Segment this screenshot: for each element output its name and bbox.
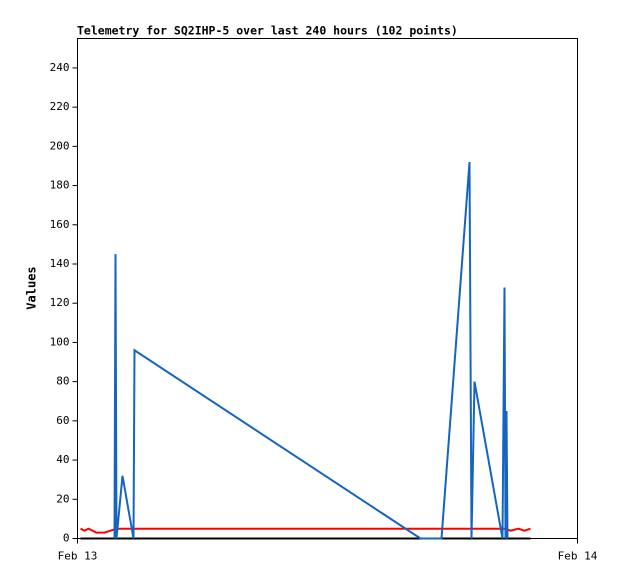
y-tick-label: 140 <box>50 257 70 270</box>
y-tick-label: 100 <box>50 335 70 348</box>
y-tick-label: 80 <box>56 375 69 388</box>
series-line <box>80 527 531 534</box>
x-tick-label: Feb 13 <box>58 550 98 563</box>
y-tick-label: 0 <box>63 532 70 545</box>
y-axis-label: Values <box>25 266 39 309</box>
y-tick-label: 120 <box>50 296 70 309</box>
x-tick-label: Feb 14 <box>558 550 598 563</box>
y-tick-label: 60 <box>56 414 69 427</box>
series-line <box>113 161 509 540</box>
y-tick-label: 40 <box>56 453 69 466</box>
y-tick-label: 160 <box>50 218 70 231</box>
y-tick-label: 20 <box>56 492 69 505</box>
chart-title: Telemetry for SQ2IHP-5 over last 240 hou… <box>77 24 458 38</box>
y-tick-label: 200 <box>50 139 70 152</box>
y-tick-label: 240 <box>50 61 70 74</box>
y-tick-label: 180 <box>50 179 70 192</box>
y-tick-label: 220 <box>50 100 70 113</box>
